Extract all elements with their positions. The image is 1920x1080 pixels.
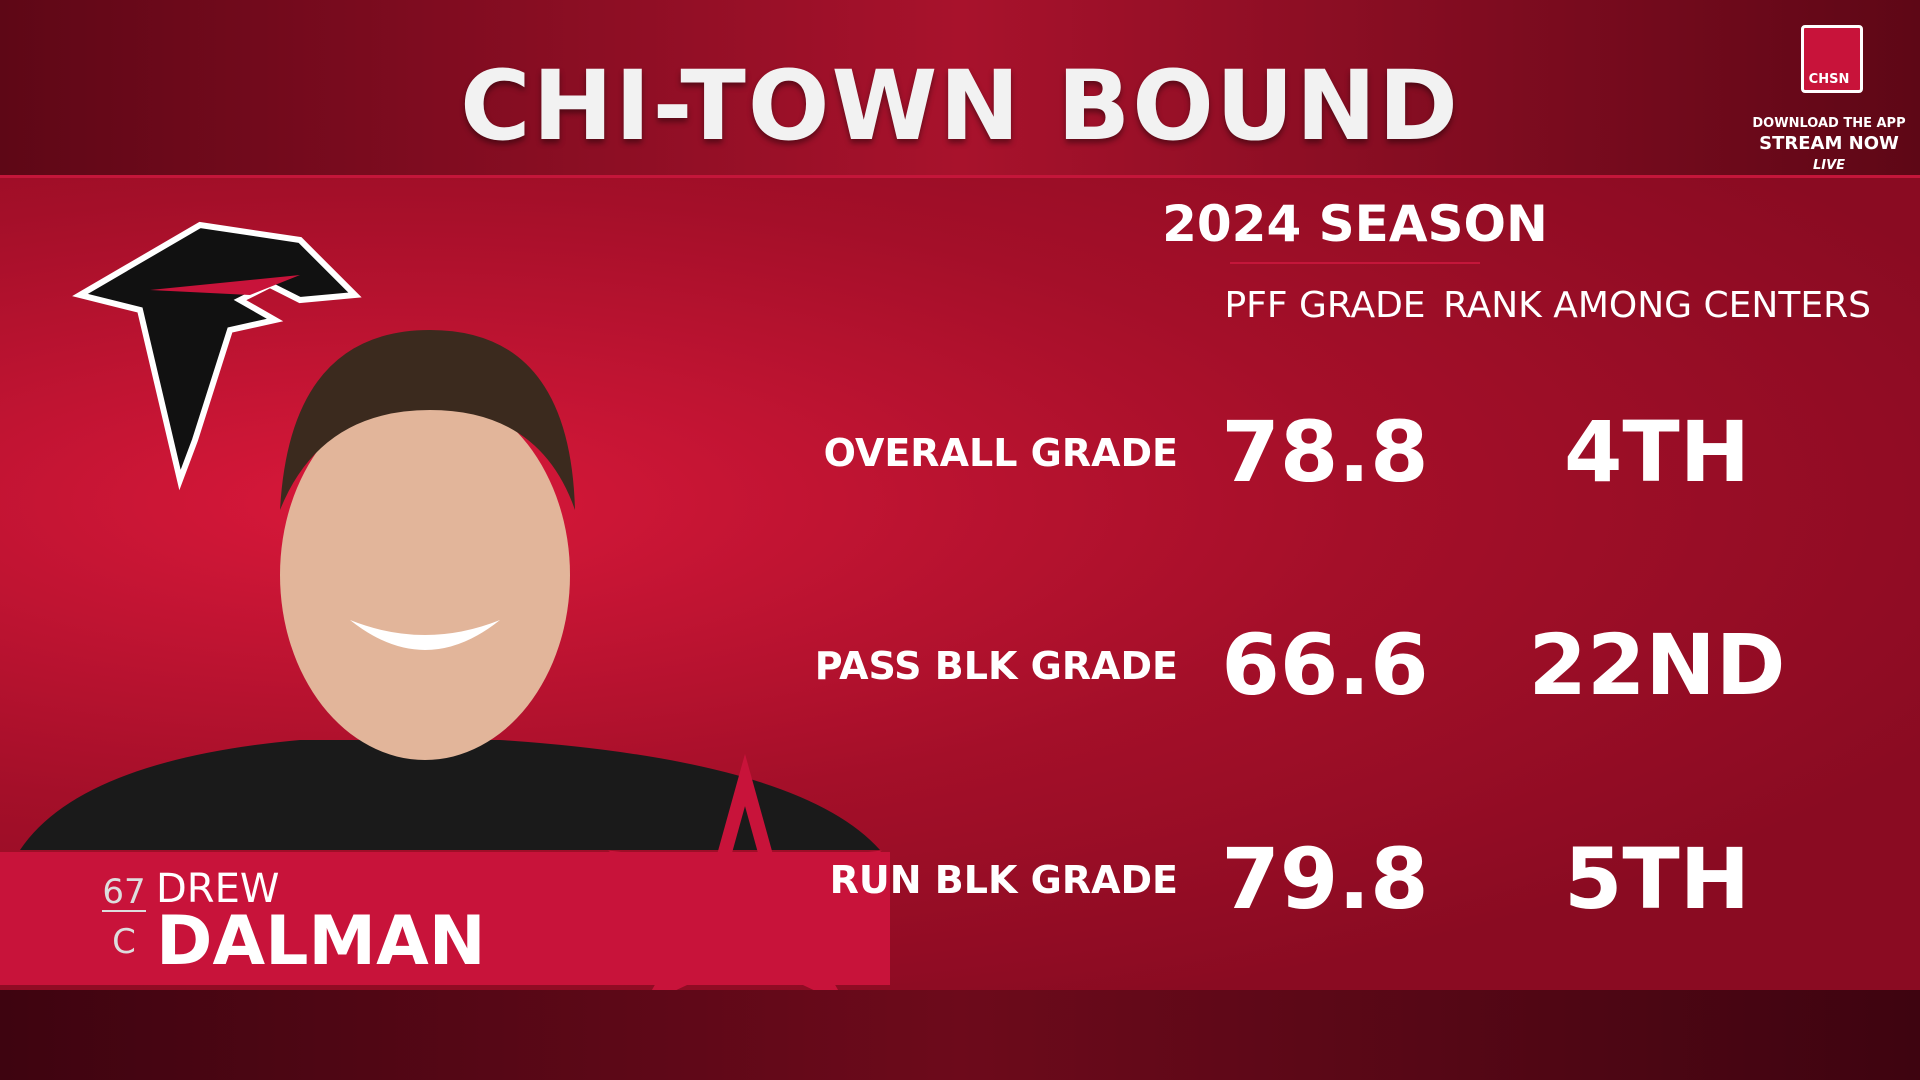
row-label: PASS BLK GRADE	[814, 644, 1178, 688]
footer-band	[0, 990, 1920, 1080]
cta: STREAM NOW	[1759, 133, 1899, 154]
season-rule	[1230, 262, 1480, 264]
first-name: DREW	[156, 866, 280, 912]
name-bar	[0, 852, 890, 985]
grade: 66.6	[1221, 616, 1429, 714]
hair	[280, 330, 575, 510]
grade: 79.8	[1221, 830, 1429, 928]
team-logo	[72, 221, 362, 491]
column-header: RANK AMONG CENTERS	[1443, 285, 1871, 326]
season-title: 2024 SEASON	[1162, 195, 1548, 253]
network-icon	[1801, 25, 1863, 93]
divider	[102, 910, 146, 912]
rank: 22ND	[1528, 616, 1786, 714]
team-logo-detail	[150, 275, 300, 295]
column-header: PFF GRADE	[1224, 285, 1426, 326]
network-logo: CHSN	[1808, 72, 1850, 87]
header-band	[0, 0, 1920, 175]
jersey	[20, 740, 880, 850]
smile	[350, 620, 500, 650]
title: CHI-TOWN BOUND	[460, 50, 1460, 162]
grade: 78.8	[1221, 403, 1429, 501]
player-position: C	[112, 922, 136, 962]
rank: 4TH	[1563, 403, 1751, 501]
player-number: 67	[102, 872, 146, 912]
row-label: OVERALL GRADE	[823, 431, 1178, 475]
rank: 5TH	[1563, 830, 1751, 928]
tagline: DOWNLOAD THE APP	[1752, 116, 1906, 131]
row-label: RUN BLK GRADE	[829, 858, 1178, 902]
last-name: DALMAN	[156, 902, 486, 981]
artwork	[20, 221, 882, 990]
face	[280, 390, 570, 760]
status: LIVE	[1812, 158, 1846, 173]
